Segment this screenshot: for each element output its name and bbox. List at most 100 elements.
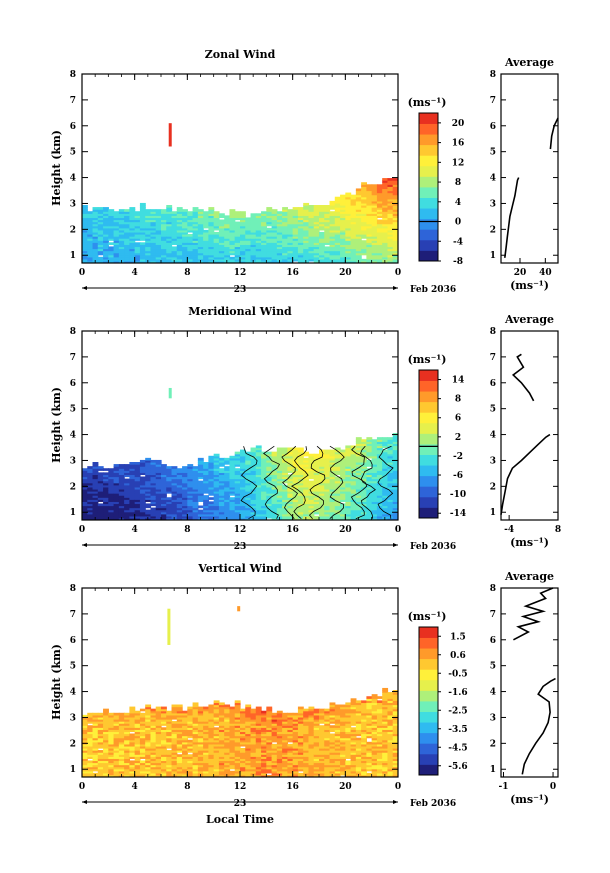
heatmap-cell: [329, 488, 336, 492]
heatmap-cell: [329, 207, 336, 210]
profile-y-tick-label: 4: [490, 174, 496, 184]
heatmap-cell: [82, 772, 88, 776]
heatmap-cell: [387, 248, 394, 252]
heatmap-cell: [145, 238, 152, 241]
heatmap-cell: [266, 223, 273, 227]
heatmap-cell: [361, 453, 367, 457]
heatmap-cell: [240, 752, 246, 755]
heatmap-cell: [382, 507, 389, 511]
heatmap-cell: [387, 486, 394, 490]
heatmap-cell: [166, 515, 173, 519]
heatmap-cell: [208, 735, 215, 739]
heatmap-cell: [350, 476, 357, 480]
heatmap-cell: [292, 455, 299, 459]
heatmap-cell: [229, 211, 236, 214]
heatmap-cell: [334, 219, 341, 223]
heatmap-cell: [150, 739, 157, 743]
heatmap-cell: [176, 478, 183, 482]
heatmap-cell: [92, 721, 99, 724]
heatmap-cell: [350, 196, 357, 200]
heatmap-cell: [208, 256, 215, 260]
heatmap-cell: [329, 476, 336, 480]
heatmap-cell: [266, 515, 273, 519]
heatmap-cell: [139, 509, 146, 513]
heatmap-cell: [182, 466, 188, 469]
heatmap-cell: [145, 482, 152, 486]
heatmap-cell: [134, 215, 141, 219]
heatmap-cell: [139, 501, 146, 505]
heatmap-cell: [171, 714, 178, 718]
heatmap-cell: [350, 252, 357, 256]
heatmap-cell: [218, 499, 225, 502]
heatmap-cell: [361, 215, 367, 219]
heatmap-cell: [82, 240, 88, 243]
heatmap-cell: [134, 470, 141, 473]
heatmap-cell: [82, 513, 88, 517]
heatmap-cell: [297, 488, 304, 492]
heatmap-cell: [155, 748, 162, 751]
heatmap-cell: [213, 231, 220, 235]
heatmap-cell: [229, 484, 236, 488]
heatmap-cell: [250, 236, 257, 239]
heatmap-cell: [108, 486, 115, 490]
heatmap-cell: [197, 745, 204, 749]
heatmap-cell: [161, 517, 167, 520]
heatmap-cell: [234, 509, 241, 513]
heatmap-cell: [229, 750, 236, 753]
heatmap-cell: [361, 515, 367, 519]
heatmap-cell: [166, 729, 173, 733]
heatmap-cell: [271, 486, 278, 490]
heatmap-cell: [97, 752, 104, 755]
heatmap-cell: [161, 515, 167, 519]
heatmap-cell: [334, 515, 341, 519]
heatmap-cell: [392, 515, 398, 519]
heatmap-cell: [276, 246, 283, 250]
heatmap-cell: [313, 482, 320, 486]
heatmap-cell: [382, 449, 389, 453]
heatmap-cell: [340, 457, 346, 461]
heatmap-cell: [108, 499, 115, 502]
heatmap-cell: [108, 515, 115, 519]
heatmap-cell: [271, 507, 278, 511]
heatmap-cell: [192, 513, 199, 517]
heatmap-cell: [282, 223, 288, 227]
heatmap-cell: [176, 244, 183, 248]
heatmap-cell: [213, 507, 220, 511]
heatmap-cell: [297, 447, 304, 451]
heatmap-cell: [208, 246, 215, 250]
heatmap-cell: [250, 447, 257, 451]
heatmap-cell: [229, 242, 236, 245]
heatmap-cell: [108, 215, 115, 219]
heatmap-cell: [139, 491, 146, 494]
heatmap-cell: [139, 486, 146, 490]
heatmap-cell: [340, 225, 346, 229]
heatmap-cell: [266, 252, 273, 256]
heatmap-cell: [266, 488, 273, 492]
heatmap-cell: [319, 488, 325, 492]
heatmap-cell: [113, 240, 120, 243]
heatmap-cell: [208, 721, 215, 724]
heatmap-cell: [240, 764, 246, 768]
heatmap-cell: [113, 772, 120, 776]
heatmap-cell: [250, 743, 257, 747]
heatmap-cell: [218, 708, 225, 712]
heatmap-cell: [350, 495, 357, 498]
heatmap-cell: [192, 733, 199, 737]
heatmap-cell: [150, 768, 157, 772]
heatmap-cell: [187, 236, 194, 239]
heatmap-cell: [297, 246, 304, 250]
heatmap-cell: [118, 733, 125, 737]
colorbar-band: [419, 444, 438, 455]
heatmap-cell: [371, 441, 378, 444]
heatmap-cell: [82, 472, 88, 476]
heatmap-cell: [150, 217, 157, 221]
heatmap-cell: [134, 486, 141, 490]
heatmap-cell: [182, 474, 188, 478]
heatmap-cell: [150, 731, 157, 735]
heatmap-cell: [319, 213, 325, 216]
heatmap-cell: [303, 505, 310, 509]
heatmap-cell: [229, 758, 236, 762]
heatmap-cell: [224, 505, 231, 509]
heatmap-cell: [371, 493, 378, 496]
